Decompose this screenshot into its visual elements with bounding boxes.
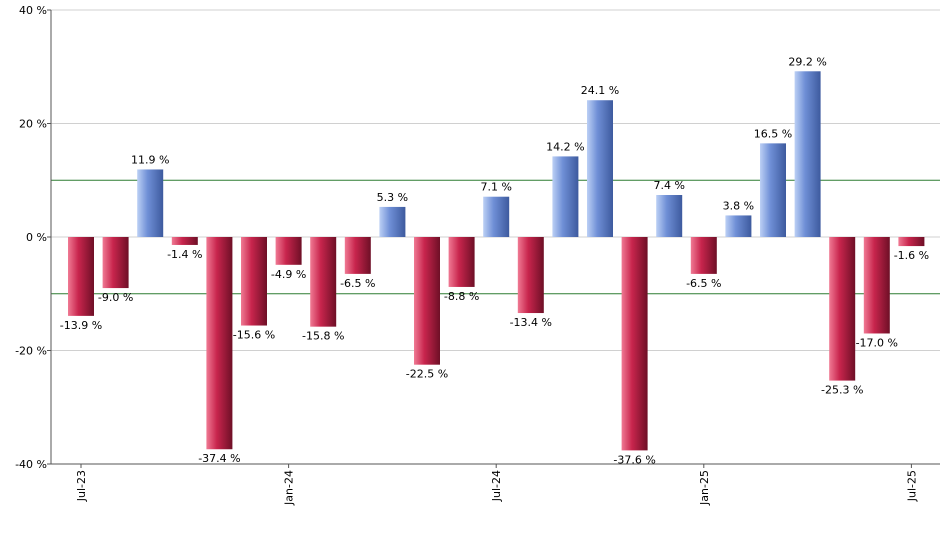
bar: [171, 237, 198, 245]
bar: [829, 237, 856, 381]
y-tick-label: 0 %: [26, 231, 47, 244]
bar: [621, 237, 648, 451]
reference-lines: [51, 179, 940, 295]
data-label: -22.5 %: [406, 368, 448, 381]
y-tick-label: 20 %: [19, 118, 47, 131]
data-label: -13.9 %: [60, 319, 102, 332]
bar: [414, 237, 440, 365]
data-label: 5.3 %: [377, 191, 408, 204]
data-label: 7.4 %: [653, 179, 684, 192]
bar: [760, 143, 786, 237]
data-label: 29.2 %: [788, 55, 826, 68]
x-tick-label: Jul-24: [490, 470, 503, 502]
data-label: 3.8 %: [723, 199, 754, 212]
bar: [552, 156, 579, 237]
data-labels: -13.9 % -9.0 % 11.9 % -1.4 % -37.4 % -15.6 % -…: [60, 55, 929, 466]
bar: [725, 215, 752, 237]
y-tick-label: -40 %: [15, 458, 47, 471]
data-label: -37.6 %: [613, 453, 655, 466]
data-label: 11.9 %: [131, 153, 169, 166]
data-label: -15.6 %: [233, 329, 275, 342]
data-label: -1.6 %: [894, 249, 929, 262]
x-tick-label: Jul-23: [75, 470, 88, 502]
bar: [137, 169, 164, 237]
data-label: -8.8 %: [444, 290, 479, 303]
bar: [68, 237, 94, 316]
data-label: -6.5 %: [686, 277, 721, 290]
bar: [206, 237, 233, 450]
bar: [241, 237, 267, 326]
bar: [275, 237, 302, 265]
data-label: -6.5 %: [340, 277, 375, 290]
y-tick-labels: 40 % 20 % 0 % -20 % -40 %: [15, 4, 47, 471]
data-label: -37.4 %: [198, 452, 240, 465]
bar: [794, 71, 821, 237]
y-tick-label: 40 %: [19, 4, 47, 17]
data-label: -25.3 %: [821, 384, 863, 397]
bar: [310, 237, 337, 327]
data-label: 7.1 %: [480, 181, 511, 194]
data-label: -4.9 %: [271, 268, 306, 281]
axes: [47, 9, 940, 468]
data-label: -9.0 %: [98, 291, 133, 304]
bar: [863, 237, 890, 334]
data-label: 24.1 %: [581, 84, 619, 97]
bar: [379, 206, 406, 237]
data-label: 16.5 %: [754, 127, 792, 140]
x-tick-label: Jan-25: [698, 470, 711, 506]
data-label: -15.8 %: [302, 330, 344, 343]
bar: [690, 237, 717, 274]
data-label: -1.4 %: [167, 248, 202, 261]
x-tick-label: Jul-25: [905, 470, 918, 502]
data-label: -13.4 %: [510, 316, 552, 329]
bar: [587, 100, 613, 237]
bar: [483, 196, 510, 237]
x-tick-label: Jan-24: [283, 470, 296, 506]
x-tick-labels: Jul-23 Jan-24 Jul-24 Jan-25 Jul-25: [75, 470, 918, 506]
bar: [102, 237, 129, 289]
bar: [898, 237, 925, 247]
bar: [344, 237, 371, 274]
y-tick-label: -20 %: [15, 345, 47, 358]
bar: [656, 195, 683, 237]
data-label: 14.2 %: [546, 140, 584, 153]
bars: [68, 71, 925, 451]
bar: [448, 237, 475, 287]
data-label: -17.0 %: [856, 336, 898, 349]
bar: [517, 237, 544, 314]
